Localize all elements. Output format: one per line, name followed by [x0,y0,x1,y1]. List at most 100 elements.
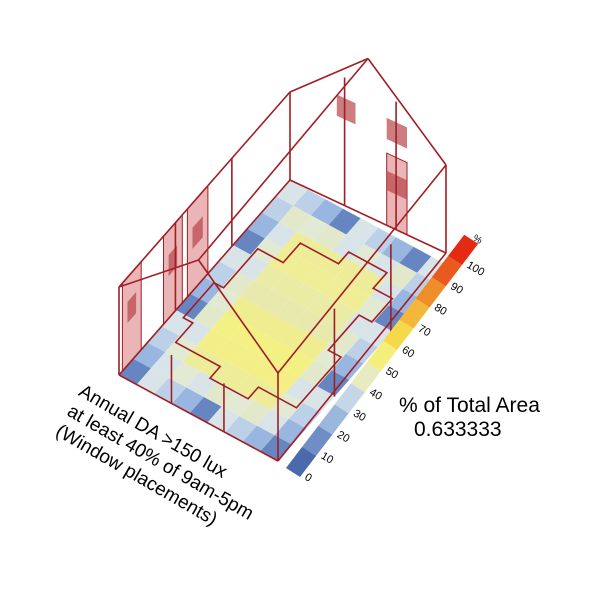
grid-cell [370,279,403,306]
grid-cell [133,342,166,369]
grid-cell [346,218,379,244]
grid-cell [299,360,332,387]
grid-cell [311,199,343,225]
metric-value: 0.633333 [414,418,502,441]
grid-cell [250,357,282,384]
grid-cell [211,312,244,339]
grid-cell [328,208,361,235]
grid-cell [243,306,276,332]
legend-tick-label: 60 [400,344,417,361]
legend-swatch [431,256,462,287]
legend-tick-label: 50 [384,365,401,382]
legend-swatch [367,340,398,371]
grid-cell [247,212,280,239]
grid-cell [332,234,365,261]
grid-cell [260,315,293,342]
grid-cell [222,270,255,297]
grid-cell [119,358,151,385]
legend-swatch [286,446,317,477]
grid-cell [317,370,350,396]
threshold-outline [174,242,394,409]
legend-swatch [448,234,479,265]
grid-cell [218,364,251,391]
grid-cell [257,289,290,316]
grid-cell [331,353,364,380]
grid-cell [313,344,346,371]
grid-cell [274,418,307,445]
grid-cell [254,264,286,290]
ridge [197,57,369,261]
grid-cell [293,189,326,216]
legend-tick-label: 80 [432,302,449,319]
grid-cell [328,328,361,354]
legend-swatch [334,383,365,414]
grid-cell [279,205,312,232]
grid-cell [321,276,354,303]
gable-window-pane [336,94,356,125]
grid-cell [275,299,308,326]
rafter [367,58,447,166]
grid-cell [161,310,194,336]
grid-cell [225,296,258,323]
window-pane [127,292,137,323]
grid-cell [179,319,212,346]
grid-cell [246,332,279,358]
grid-cell [303,386,335,413]
legend-swatch [350,362,381,393]
grid-cell [250,238,283,265]
grid-cell [289,283,322,309]
grid-cell [385,263,418,289]
grid-cell [356,295,389,322]
legend-tick-label: 90 [448,280,465,297]
grid-cell [286,257,318,284]
grid-cell [197,329,229,355]
grid-cell [261,196,294,223]
grid-cell [154,377,187,404]
grid-cell [200,354,233,381]
grid-cell [239,280,272,307]
grid-cell [292,309,325,335]
grid-cell [150,352,183,378]
grid-cell [233,228,265,255]
grid-cell [324,302,357,329]
grid-cell [242,425,275,452]
grid-cell [399,246,432,273]
legend-swatch [318,404,349,435]
grid-cell [288,402,321,429]
grid-cell [136,368,169,395]
grid-cell [381,237,414,264]
eave [118,91,291,288]
legend-tick-label: 40 [367,386,384,403]
threshold-contour [174,242,394,409]
grid-cell [360,321,392,348]
frame-edge [118,179,291,376]
grid-cell [345,337,378,364]
grid-cell [172,387,204,414]
grid-cell [314,224,347,251]
grid-cell [214,338,247,365]
grid-cell [256,409,289,436]
grid-cell [165,335,198,362]
grid-cell [339,286,371,312]
legend-swatch [302,425,333,456]
grid-cell [232,348,265,374]
grid-cell [189,397,222,423]
grid-cell [168,361,201,388]
legend-tick-label: 30 [351,408,368,425]
grid-cell [260,435,293,461]
grid-cell [353,269,386,296]
building-wireframe [118,57,447,462]
grid-cell [264,222,297,248]
grid-cell [236,254,269,281]
grid-cell [239,399,272,426]
grid-cell [296,215,329,242]
grid-cell [147,326,180,353]
frame-edge [289,179,447,254]
grid-cell [271,273,304,300]
legend-tick-label: 70 [416,323,433,340]
grid-cell [235,374,268,400]
grid-cell [218,245,251,271]
grid-cell [207,287,240,313]
